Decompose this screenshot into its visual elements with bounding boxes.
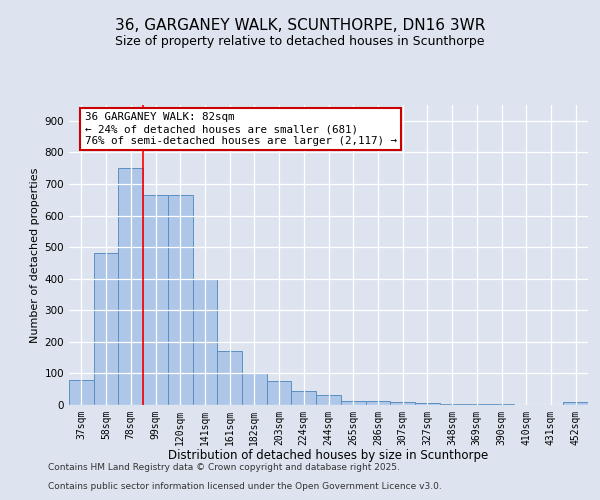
Bar	[390, 402, 415, 405]
Bar	[563, 402, 588, 405]
Y-axis label: Number of detached properties: Number of detached properties	[31, 168, 40, 342]
Bar	[193, 278, 217, 405]
Bar	[440, 404, 464, 405]
Text: 36 GARGANEY WALK: 82sqm
← 24% of detached houses are smaller (681)
76% of semi-d: 36 GARGANEY WALK: 82sqm ← 24% of detache…	[85, 112, 397, 146]
Text: Contains HM Land Registry data © Crown copyright and database right 2025.: Contains HM Land Registry data © Crown c…	[48, 464, 400, 472]
Bar	[94, 254, 118, 405]
Text: 36, GARGANEY WALK, SCUNTHORPE, DN16 3WR: 36, GARGANEY WALK, SCUNTHORPE, DN16 3WR	[115, 18, 485, 32]
Text: Contains public sector information licensed under the Open Government Licence v3: Contains public sector information licen…	[48, 482, 442, 491]
Bar	[118, 168, 143, 405]
X-axis label: Distribution of detached houses by size in Scunthorpe: Distribution of detached houses by size …	[169, 450, 488, 462]
Bar	[415, 403, 440, 405]
Bar	[464, 404, 489, 405]
Bar	[341, 401, 365, 405]
Bar	[316, 395, 341, 405]
Bar	[365, 401, 390, 405]
Bar	[217, 352, 242, 405]
Bar	[242, 374, 267, 405]
Text: Size of property relative to detached houses in Scunthorpe: Size of property relative to detached ho…	[115, 35, 485, 48]
Bar	[69, 380, 94, 405]
Bar	[489, 404, 514, 405]
Bar	[292, 391, 316, 405]
Bar	[168, 195, 193, 405]
Bar	[143, 195, 168, 405]
Bar	[267, 382, 292, 405]
